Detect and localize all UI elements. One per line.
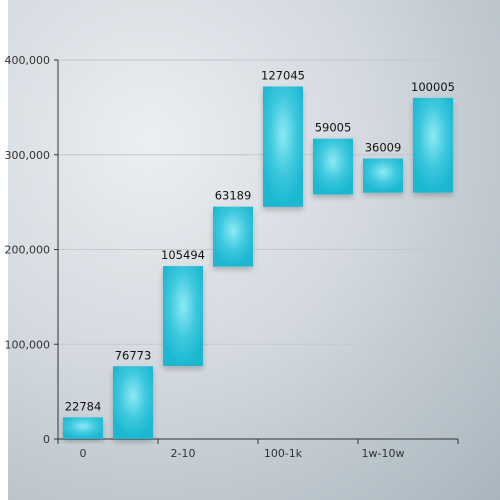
bar-data-label: 63189 (215, 189, 252, 203)
bar-data-label: 76773 (115, 348, 152, 362)
y-tick-label: 100,000 (5, 338, 51, 351)
y-tick-label: 400,000 (5, 54, 51, 67)
x-tick-label: 2-10 (171, 447, 196, 460)
bar (163, 266, 203, 367)
x-tick-label: 100-1k (264, 447, 303, 460)
bar (213, 206, 253, 267)
grid-lines (58, 59, 458, 345)
bars (63, 86, 453, 439)
bar-data-label: 100005 (411, 80, 455, 94)
x-tick-label: 1w-10w (362, 447, 405, 460)
y-tick-label: 0 (43, 433, 50, 446)
bar (63, 417, 103, 439)
bar-data-label: 127045 (261, 68, 305, 82)
bar-data-label: 22784 (65, 399, 102, 413)
bar (363, 158, 403, 193)
left-edge-strip (0, 0, 8, 500)
bar-data-label: 105494 (161, 248, 205, 262)
bar-data-label: 59005 (315, 121, 352, 135)
x-tick-label: 0 (80, 447, 87, 460)
data-labels: 22784 76773 105494 63189 127045 59005 36009 100… (65, 68, 455, 413)
bar (313, 138, 353, 195)
bar-data-label: 36009 (365, 141, 402, 155)
y-tick-label: 300,000 (5, 149, 51, 162)
y-tick-label: 200,000 (5, 244, 51, 257)
bar (113, 366, 153, 439)
bar (413, 97, 453, 193)
bar (263, 86, 303, 207)
